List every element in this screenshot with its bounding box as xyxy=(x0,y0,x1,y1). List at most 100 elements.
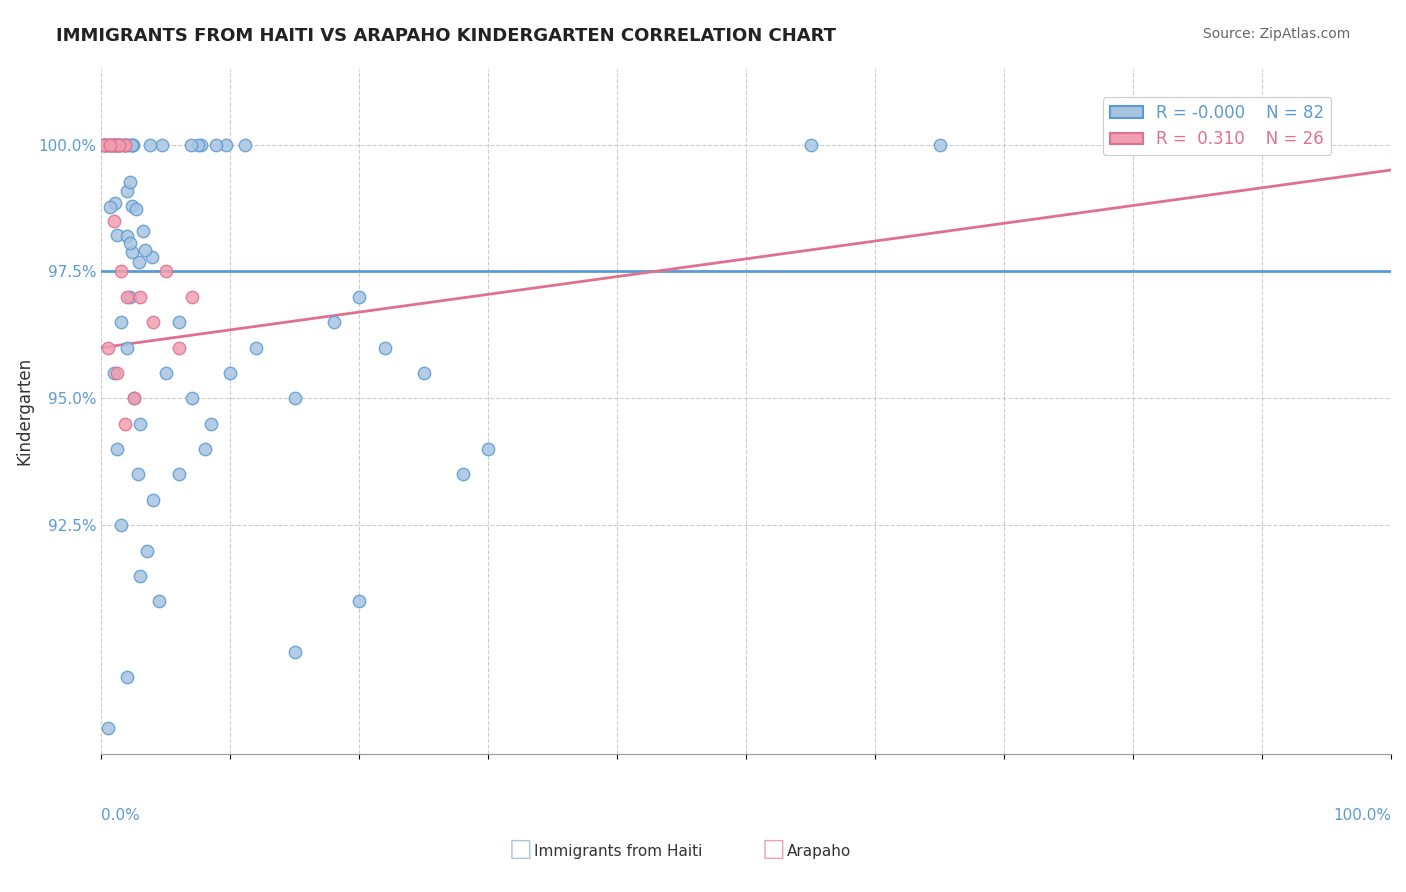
Point xyxy=(180,137,202,152)
Point xyxy=(190,137,212,152)
Point xyxy=(194,442,217,456)
Point xyxy=(103,213,125,227)
Point xyxy=(108,137,131,152)
Point xyxy=(112,137,135,152)
Point xyxy=(150,137,173,152)
Point xyxy=(122,392,145,406)
Point xyxy=(118,290,141,304)
Point xyxy=(94,137,117,152)
Point xyxy=(93,137,115,152)
Point xyxy=(180,392,202,406)
Point xyxy=(103,137,125,152)
Point xyxy=(97,341,120,355)
Text: Immigrants from Haiti: Immigrants from Haiti xyxy=(534,845,703,859)
Point xyxy=(204,137,226,152)
Point xyxy=(121,245,143,260)
Text: □: □ xyxy=(762,838,785,862)
Point xyxy=(120,235,142,250)
Point xyxy=(412,366,434,380)
Point xyxy=(129,417,152,431)
Point xyxy=(167,341,190,355)
Point xyxy=(114,417,136,431)
Point xyxy=(100,137,122,152)
Point xyxy=(98,137,121,152)
Point xyxy=(121,137,143,152)
Point xyxy=(105,137,128,152)
Point xyxy=(115,670,138,684)
Point xyxy=(115,290,138,304)
Point xyxy=(121,137,143,152)
Point xyxy=(93,137,115,152)
Point xyxy=(94,137,117,152)
Point xyxy=(141,250,163,264)
Point xyxy=(451,467,474,482)
Text: 100.0%: 100.0% xyxy=(1333,808,1391,823)
Point xyxy=(115,229,138,244)
Point xyxy=(114,137,136,152)
Point xyxy=(129,290,152,304)
Point xyxy=(135,543,157,558)
Point xyxy=(349,594,371,608)
Point xyxy=(125,202,148,216)
Point xyxy=(104,137,127,152)
Point xyxy=(117,137,139,152)
Point xyxy=(245,341,267,355)
Point xyxy=(132,223,155,237)
Y-axis label: Kindergarten: Kindergarten xyxy=(15,357,32,465)
Text: IMMIGRANTS FROM HAITI VS ARAPAHO KINDERGARTEN CORRELATION CHART: IMMIGRANTS FROM HAITI VS ARAPAHO KINDERG… xyxy=(56,27,837,45)
Point xyxy=(105,366,128,380)
Point xyxy=(187,137,209,152)
Point xyxy=(127,467,149,482)
Point xyxy=(139,137,162,152)
Point xyxy=(928,137,950,152)
Point xyxy=(148,594,170,608)
Point xyxy=(155,366,177,380)
Point xyxy=(98,200,121,214)
Point xyxy=(118,175,141,189)
Text: 0.0%: 0.0% xyxy=(101,808,141,823)
Point xyxy=(93,137,115,152)
Point xyxy=(97,137,120,152)
Point xyxy=(110,518,132,533)
Point xyxy=(155,264,177,278)
Point xyxy=(284,392,307,406)
Legend: R = -0.000    N = 82, R =  0.310    N = 26: R = -0.000 N = 82, R = 0.310 N = 26 xyxy=(1102,97,1331,155)
Point xyxy=(214,137,236,152)
Point xyxy=(110,264,132,278)
Point xyxy=(115,341,138,355)
Point xyxy=(114,137,136,152)
Point xyxy=(114,137,136,152)
Point xyxy=(98,137,121,152)
Point xyxy=(93,137,115,152)
Point xyxy=(107,137,129,152)
Point xyxy=(800,137,823,152)
Point xyxy=(167,315,190,329)
Point xyxy=(219,366,242,380)
Point xyxy=(103,366,125,380)
Point xyxy=(97,721,120,735)
Point xyxy=(110,315,132,329)
Point xyxy=(142,492,165,507)
Point xyxy=(104,195,127,210)
Text: Arapaho: Arapaho xyxy=(787,845,852,859)
Point xyxy=(103,137,125,152)
Point xyxy=(108,137,131,152)
Point xyxy=(128,255,150,269)
Point xyxy=(349,290,371,304)
Point xyxy=(322,315,344,329)
Point xyxy=(103,137,125,152)
Text: □: □ xyxy=(509,838,531,862)
Point xyxy=(107,137,129,152)
Point xyxy=(115,184,138,198)
Point xyxy=(100,137,122,152)
Text: Source: ZipAtlas.com: Source: ZipAtlas.com xyxy=(1202,27,1350,41)
Point xyxy=(105,137,128,152)
Point xyxy=(167,467,190,482)
Point xyxy=(105,227,128,242)
Point xyxy=(107,137,129,152)
Point xyxy=(477,442,499,456)
Point xyxy=(105,137,128,152)
Point xyxy=(110,137,132,152)
Point xyxy=(122,137,145,152)
Point xyxy=(374,341,396,355)
